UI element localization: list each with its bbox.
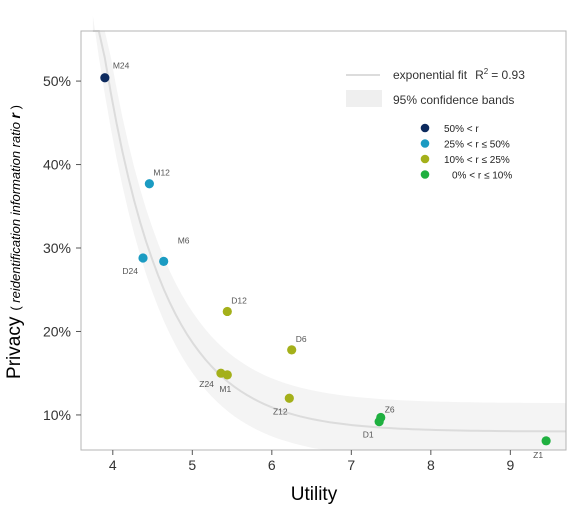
y-tick-label: 10% [43, 407, 71, 423]
data-point-m1 [222, 370, 232, 380]
point-label-d6: D6 [296, 334, 307, 344]
data-point-z1 [541, 436, 551, 446]
legend-fit-label: exponential fit R2 = 0.93 [393, 67, 525, 82]
legend-classes: 50% < r 25% < r ≤ 50% 10% < r ≤ 25% 0% < r … [420, 123, 512, 182]
legend-class-swatch [420, 170, 430, 179]
point-label-z12: Z12 [273, 406, 288, 416]
data-point-d24 [138, 253, 148, 263]
legend-class-swatch [420, 123, 430, 133]
data-point-m24 [100, 73, 110, 83]
point-label-z6: Z6 [385, 404, 395, 414]
y-axis-title: Privacy ( reidentification information ra… [4, 105, 25, 379]
legend-band-swatch [346, 90, 382, 107]
y-tick-label: 30% [43, 240, 71, 256]
y-axis-title-main: Privacy [4, 316, 25, 379]
point-label-z24: Z24 [199, 379, 214, 389]
point-label-m12: M12 [153, 168, 170, 178]
point-label-m24: M24 [113, 61, 130, 71]
legend-class-swatch [420, 139, 430, 148]
y-axis-title-var: r [7, 111, 23, 118]
point-label-d12: D12 [231, 295, 247, 305]
data-point-m6 [159, 256, 169, 266]
x-tick-label: 4 [109, 457, 117, 473]
legend-class-label: 25% < r ≤ 50% [444, 140, 510, 151]
x-tick-label: 5 [188, 457, 196, 473]
y-tick-label: 40% [43, 157, 71, 173]
y-axis-title-open: ( [8, 303, 23, 311]
legend-class-label: 0% < r ≤ 10% [452, 171, 512, 182]
point-label-m1: M1 [219, 384, 231, 394]
data-point-d6 [287, 345, 297, 355]
point-label-d24: D24 [122, 266, 138, 276]
x-tick-label: 6 [268, 457, 276, 473]
confidence-band [92, 15, 567, 451]
fit-line [92, 30, 566, 433]
legend-class-label: 50% < r [444, 124, 479, 135]
y-axis-title-sub: reidentification information ratio [8, 118, 23, 302]
x-tick-label: 8 [427, 457, 435, 473]
y-tick-label: 50% [43, 73, 71, 89]
point-label-d1: D1 [363, 430, 374, 440]
y-axis-title-close: ) [8, 105, 23, 113]
legend-class-swatch [420, 154, 430, 164]
data-point-d1 [374, 417, 384, 427]
x-axis: 4 5 6 7 8 9 [109, 450, 514, 473]
data-points: M24 M12 D24 M6 D12 D6 Z24 M1 Z12 Z6 D1 Z1 [100, 61, 551, 460]
x-tick-label: 9 [506, 457, 514, 473]
x-axis-title: Utility [291, 484, 338, 505]
legend-band-label: 95% confidence bands [393, 93, 514, 107]
data-point-m12 [144, 179, 154, 189]
legend-class-label: 10% < r ≤ 25% [444, 155, 510, 166]
data-point-z12 [284, 393, 294, 403]
x-tick-label: 7 [347, 457, 355, 473]
legend: exponential fit R2 = 0.93 95% confidence b… [346, 67, 525, 182]
point-label-m6: M6 [178, 235, 190, 245]
data-point-d12 [222, 306, 232, 317]
y-axis: 10% 20% 30% 40% 50% [43, 73, 81, 423]
point-label-z1: Z1 [533, 450, 543, 460]
plot-frame [80, 30, 567, 451]
y-tick-label: 20% [43, 323, 71, 339]
